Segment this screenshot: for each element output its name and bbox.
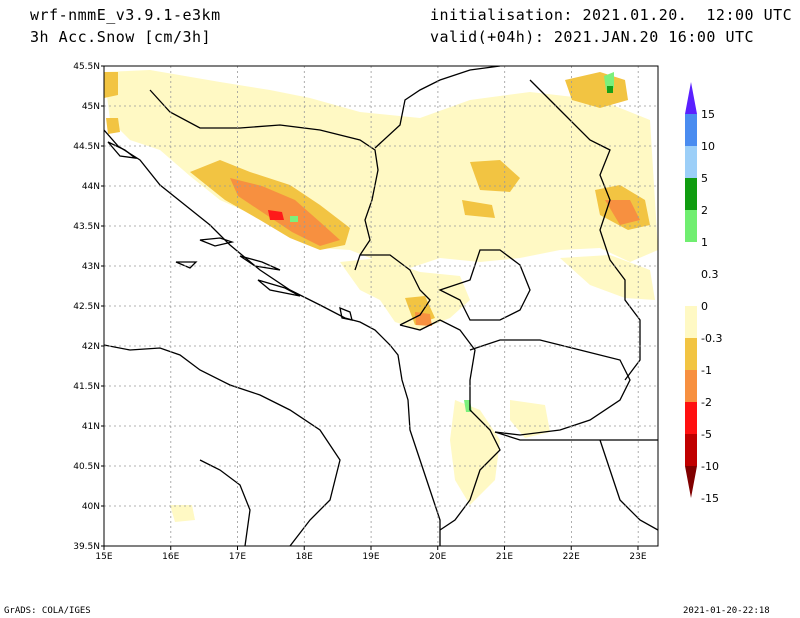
colorbar-segment: [685, 114, 697, 146]
colorbar-label: -2: [701, 396, 712, 409]
valid-time: valid(+04h): 2021.JAN.20 16:00 UTC: [430, 28, 755, 46]
lat-tick-label: 45N: [82, 102, 100, 112]
lat-tick-label: 42N: [82, 342, 100, 352]
dalmatian-island-1: [199, 237, 235, 247]
lat-tick-label: 40.5N: [73, 462, 100, 472]
field-name: 3h Acc.Snow [cm/3h]: [30, 28, 212, 46]
montenegro-border: [360, 254, 431, 326]
lat-tick-label: 44.5N: [73, 142, 100, 152]
istria-island: [107, 141, 138, 159]
colorbar-bottom-arrow: [685, 466, 697, 498]
colorbar-label: 1: [701, 236, 708, 249]
colorbar-label: 0.3: [701, 268, 719, 281]
dalmatian-island-2: [239, 255, 281, 271]
colorbar-label: 10: [701, 140, 715, 153]
colorbar-top-arrow: [685, 82, 697, 114]
longitude-ticks: 15E 16E 17E 18E 19E 20E 21E 22E 23E: [95, 546, 647, 562]
dalmatian-island-4: [175, 261, 198, 269]
lat-tick-label: 43N: [82, 262, 100, 272]
lat-tick-label: 43.5N: [73, 222, 100, 232]
greece-border: [494, 431, 658, 441]
snow-area-positive-romania: [604, 72, 614, 90]
colorbar-label: 2: [701, 204, 708, 217]
dalmatian-island-3: [257, 279, 301, 297]
snow-area-bulgaria: [560, 255, 655, 300]
lat-tick-label: 40N: [82, 502, 100, 512]
serbia-east-border: [529, 79, 641, 381]
colorbar-label: -5: [701, 428, 712, 441]
lon-tick-label: 15E: [95, 552, 112, 562]
albania-border: [399, 319, 501, 531]
init-time: initialisation: 2021.01.20. 12:00 UTC: [430, 6, 793, 24]
colorbar-label: -0.3: [701, 332, 722, 345]
colorbar-segment: [685, 306, 697, 338]
credit: GrADS: COLA/IGES: [4, 606, 91, 616]
lon-tick-label: 18E: [296, 552, 313, 562]
lat-tick-label: 39.5N: [73, 542, 100, 552]
snow-area-north-edge: [104, 72, 118, 98]
lat-tick-label: 41N: [82, 422, 100, 432]
serbia-border: [374, 66, 501, 149]
lon-tick-label: 21E: [496, 552, 513, 562]
snow-area-italy-south: [170, 505, 195, 522]
snow-area-positive-bosnia: [290, 216, 298, 222]
colorbar-segment: [685, 146, 697, 178]
italy-heel: [199, 459, 251, 546]
lon-tick-label: 17E: [229, 552, 246, 562]
snow-area-croatia: [106, 118, 120, 134]
bay-kotor: [339, 306, 353, 321]
snow-area-albania-south: [450, 400, 500, 505]
snow-area-positive-romania-core: [607, 86, 613, 93]
colorbar-segment: [685, 370, 697, 402]
colorbar-label: 5: [701, 172, 708, 185]
colorbar: 15 10 5 2 1 0.3 0 -0.3 -1 -2 -5 -10 -15: [685, 82, 722, 505]
snow-area-central: [462, 200, 495, 218]
snow-area-peak-herzegovina: [230, 178, 340, 246]
snow-area-macedonia: [510, 400, 550, 438]
timestamp: 2021-01-20-22:18: [683, 606, 770, 616]
model-name: wrf-nmmE_v3.9.1-e3km: [30, 6, 221, 24]
macedonia-border: [469, 339, 631, 436]
coastlines-borders: [104, 66, 658, 546]
colorbar-label: -15: [701, 492, 719, 505]
colorbar-segment: [685, 178, 697, 210]
colorbar-label: -1: [701, 364, 712, 377]
snow-area-max: [268, 210, 284, 220]
colorbar-segment: [685, 210, 697, 242]
lat-tick-label: 45.5N: [73, 62, 100, 72]
snow-area-peak-montenegro: [415, 312, 432, 326]
lon-tick-label: 16E: [162, 552, 179, 562]
snow-area-montenegro: [340, 258, 470, 330]
croatia-bosnia-border: [149, 89, 379, 271]
lat-tick-label: 41.5N: [73, 382, 100, 392]
snow-area-bosnia: [104, 70, 658, 268]
latitude-ticks: 39.5N 40N 40.5N 41N 41.5N 42N 42.5N 43N 43.5N 44N…: [73, 62, 104, 552]
lat-tick-label: 44N: [82, 182, 100, 192]
colorbar-segment: [685, 338, 697, 370]
lon-tick-label: 23E: [629, 552, 646, 562]
colorbar-segment: [685, 242, 697, 274]
lon-tick-label: 22E: [563, 552, 580, 562]
snow-area-serbia: [470, 160, 520, 192]
kosovo-border: [438, 249, 531, 321]
colorbar-label: -10: [701, 460, 719, 473]
snow-field: [104, 70, 658, 522]
snow-area-peak-serbia: [605, 200, 640, 225]
colorbar-segment: [685, 402, 697, 434]
gridlines: [104, 66, 658, 546]
lat-tick-label: 42.5N: [73, 302, 100, 312]
colorbar-label: 15: [701, 108, 715, 121]
greece-coast: [599, 439, 658, 531]
colorbar-label: 0: [701, 300, 708, 313]
lon-tick-label: 19E: [362, 552, 379, 562]
lon-tick-label: 20E: [429, 552, 446, 562]
italy-coast: [104, 344, 341, 546]
colorbar-segment: [685, 274, 697, 306]
colorbar-segment: [685, 434, 697, 466]
